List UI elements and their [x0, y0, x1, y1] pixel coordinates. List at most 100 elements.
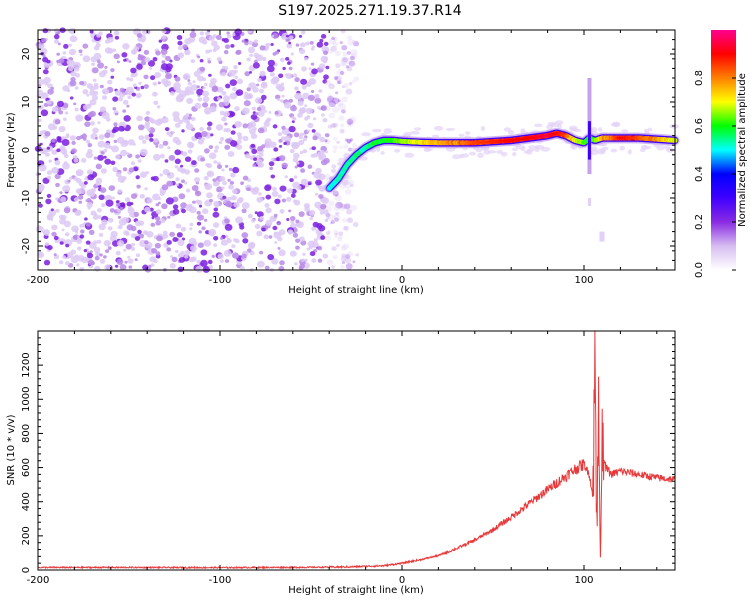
- noise-speckle: [353, 41, 360, 47]
- noise-speckle: [208, 230, 216, 237]
- noise-speckle: [58, 110, 64, 115]
- halo-speckle: [590, 127, 598, 133]
- noise-speckle: [218, 60, 223, 65]
- noise-speckle: [202, 96, 210, 103]
- noise-speckle: [187, 79, 191, 82]
- noise-speckle: [323, 74, 329, 80]
- colorbar-tick-label: 0.0: [694, 262, 705, 278]
- noise-speckle: [267, 59, 275, 67]
- noise-speckle: [122, 167, 128, 172]
- noise-speckle: [50, 218, 54, 221]
- noise-speckle: [338, 231, 344, 236]
- noise-speckle: [188, 237, 197, 245]
- noise-speckle: [180, 202, 188, 209]
- noise-speckle: [231, 195, 237, 201]
- noise-speckle: [294, 86, 299, 91]
- noise-speckle: [274, 241, 278, 244]
- noise-speckle: [136, 184, 141, 189]
- noise-speckle: [331, 106, 340, 113]
- noise-speckle: [150, 222, 156, 227]
- noise-speckle: [53, 34, 60, 40]
- noise-speckle: [124, 197, 131, 203]
- noise-speckle: [156, 105, 161, 109]
- noise-speckle: [170, 255, 174, 258]
- noise-speckle: [69, 96, 74, 100]
- noise-speckle: [217, 253, 224, 260]
- noise-speckle: [147, 60, 156, 67]
- noise-speckle: [166, 172, 175, 179]
- noise-speckle: [229, 92, 238, 100]
- noise-speckle: [202, 102, 209, 108]
- noise-speckle: [242, 107, 250, 115]
- noise-speckle: [161, 203, 168, 210]
- noise-speckle: [281, 198, 287, 203]
- noise-speckle: [143, 49, 150, 55]
- noise-speckle: [151, 216, 155, 220]
- noise-speckle: [310, 62, 315, 66]
- noise-speckle: [195, 265, 204, 273]
- noise-speckle: [159, 173, 163, 177]
- noise-speckle: [93, 246, 101, 253]
- noise-speckle: [157, 197, 161, 201]
- noise-speckle: [269, 215, 277, 222]
- snr-panel: -200 -100 0 100 0 200 400 600 800 1000 1200 Heigh…: [6, 330, 676, 596]
- noise-speckle: [150, 75, 156, 81]
- noise-speckle: [230, 172, 236, 178]
- noise-speckle: [302, 252, 306, 256]
- noise-speckle: [136, 63, 143, 70]
- noise-speckle: [54, 173, 61, 180]
- noise-speckle: [343, 83, 349, 89]
- noise-speckle: [189, 206, 197, 214]
- noise-speckle: [188, 257, 195, 263]
- noise-speckle: [93, 240, 98, 245]
- noise-speckle: [283, 141, 287, 145]
- noise-speckle: [324, 173, 331, 180]
- noise-speckle: [352, 260, 356, 264]
- noise-speckle: [155, 251, 161, 256]
- noise-speckle: [304, 104, 308, 108]
- noise-speckle: [199, 31, 205, 36]
- noise-speckle: [236, 144, 243, 150]
- halo-speckle: [465, 131, 471, 135]
- noise-speckle: [265, 219, 273, 227]
- noise-speckle: [335, 201, 343, 209]
- noise-speckle: [107, 217, 114, 223]
- noise-speckle: [332, 255, 338, 260]
- noise-speckle: [37, 185, 44, 192]
- noise-speckle: [131, 242, 135, 247]
- noise-speckle: [308, 182, 312, 186]
- y-tick-label: 400: [21, 492, 32, 511]
- noise-speckle: [287, 61, 291, 65]
- noise-speckle: [68, 48, 77, 56]
- halo-speckle: [642, 145, 652, 150]
- x-tick-label: -100: [209, 575, 232, 586]
- halo-speckle: [480, 126, 485, 131]
- noise-speckle: [42, 54, 46, 58]
- noise-speckle: [317, 258, 323, 263]
- noise-speckle: [73, 102, 77, 106]
- noise-speckle: [324, 79, 332, 86]
- noise-speckle: [94, 265, 101, 272]
- noise-speckle: [292, 232, 299, 238]
- noise-speckle: [301, 30, 306, 35]
- noise-speckle: [337, 162, 342, 166]
- noise-speckle: [59, 191, 63, 195]
- noise-speckle: [125, 243, 132, 250]
- noise-speckle: [166, 240, 172, 245]
- noise-speckle: [104, 264, 111, 271]
- noise-speckle: [78, 200, 83, 204]
- noise-speckle: [198, 204, 203, 208]
- noise-speckle: [158, 143, 164, 149]
- noise-speckle: [208, 145, 214, 150]
- noise-speckle: [84, 121, 91, 127]
- noise-speckle: [277, 194, 282, 199]
- noise-speckle: [265, 194, 272, 200]
- noise-speckle: [73, 158, 79, 163]
- halo-speckle: [528, 145, 537, 149]
- noise-speckle: [221, 91, 227, 96]
- noise-speckle: [202, 39, 208, 45]
- x-tick-label: -200: [27, 575, 50, 586]
- halo-speckle: [600, 148, 606, 154]
- noise-speckle: [116, 240, 125, 247]
- noise-speckle: [232, 86, 237, 92]
